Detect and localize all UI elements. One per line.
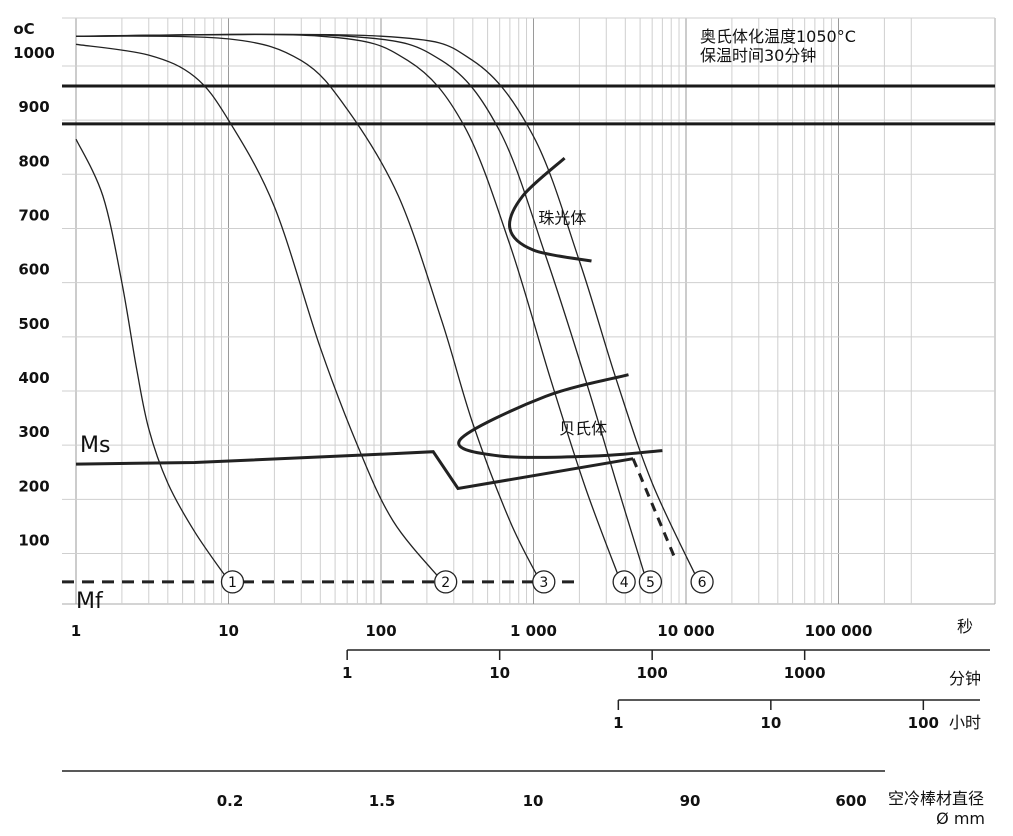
x-tick-label-seconds: 1 xyxy=(71,622,81,640)
transformation-lines xyxy=(62,84,995,126)
x-tick-label-seconds: 100 xyxy=(365,622,396,640)
x-unit-diameter: 空冷棒材直径 xyxy=(888,789,984,808)
x-tick-label-seconds: 10 000 xyxy=(657,622,714,640)
x-tick-label-hours: 100 xyxy=(908,714,939,732)
cooling-curve-1 xyxy=(75,138,230,581)
cooling-curve-6 xyxy=(75,33,699,581)
phase-region-outline-1 xyxy=(508,156,592,263)
curve-marker-6 xyxy=(690,570,714,594)
phase-region-label: 珠光体 xyxy=(538,209,586,228)
x-tick-label-minutes: 10 xyxy=(489,664,510,682)
cooling-curve-5 xyxy=(75,33,648,581)
curve-marker-4 xyxy=(612,570,636,594)
x-unit-diameter-mm: Ø mm xyxy=(936,809,985,828)
ms-line xyxy=(75,450,634,491)
x-tick-label-hours: 10 xyxy=(760,714,781,732)
ms-label: Ms xyxy=(80,433,110,458)
cooling-curves xyxy=(75,33,699,582)
curve-marker-label: 5 xyxy=(646,575,655,591)
grid xyxy=(62,17,996,605)
x-tick-label-diameter: 1.5 xyxy=(369,792,396,810)
x-tick-label-seconds: 10 xyxy=(218,622,239,640)
curve-marker-label: 4 xyxy=(620,575,629,591)
mf-label: Mf xyxy=(76,589,104,614)
annotation-note: 保温时间30分钟 xyxy=(700,46,816,65)
curve-marker-label: 6 xyxy=(698,575,707,591)
x-unit-seconds: 秒 xyxy=(957,617,973,636)
y-tick-label: 800 xyxy=(18,152,49,170)
x-tick-label-diameter: 90 xyxy=(680,792,701,810)
y-tick-label: 400 xyxy=(18,369,49,387)
phase-region-outline-2 xyxy=(457,373,663,459)
x-unit-hours: 小时 xyxy=(949,713,981,732)
y-tick-label: 300 xyxy=(18,423,49,441)
axes: 100 200 300 400 500 600 700 800 900 1000 oC 1 10 100 1… xyxy=(13,20,990,828)
curve-marker-label: 3 xyxy=(539,575,548,591)
x-unit-minutes: 分钟 xyxy=(949,669,981,688)
curve-marker-1 xyxy=(220,570,245,594)
x-tick-label-minutes: 100 xyxy=(637,664,668,682)
y-unit-label: oC xyxy=(13,20,34,38)
x-tick-label-minutes: 1 xyxy=(342,664,352,682)
x-tick-label-seconds: 100 000 xyxy=(805,622,873,640)
cooling-curve-4 xyxy=(75,33,621,581)
phase-region-label: 贝氏体 xyxy=(559,419,607,438)
curve-marker-label: 2 xyxy=(441,575,450,591)
phase-regions xyxy=(62,156,677,584)
x-tick-label-diameter: 10 xyxy=(523,792,544,810)
x-tick-label-diameter: 600 xyxy=(835,792,866,810)
annotation-note: 奥氏体化温度1050°C xyxy=(700,27,856,46)
y-tick-label: 700 xyxy=(18,206,49,224)
curve-marker-label: 1 xyxy=(228,575,237,591)
y-tick-label: 500 xyxy=(18,315,49,333)
curve-marker-2 xyxy=(434,570,458,594)
y-tick-label: 1000 xyxy=(13,44,55,62)
cooling-curve-2 xyxy=(75,43,443,582)
y-tick-label: 900 xyxy=(18,98,49,116)
curve-marker-5 xyxy=(638,570,663,594)
y-tick-label: 200 xyxy=(18,477,49,495)
x-tick-label-hours: 1 xyxy=(613,714,623,732)
y-tick-label: 600 xyxy=(18,261,49,279)
x-tick-label-seconds: 1 000 xyxy=(510,622,557,640)
curve-marker-3 xyxy=(532,570,556,594)
x-tick-label-minutes: 1000 xyxy=(784,664,826,682)
y-tick-label: 100 xyxy=(18,532,49,550)
x-tick-label-diameter: 0.2 xyxy=(217,792,244,810)
ms-dash-segment xyxy=(631,458,677,560)
